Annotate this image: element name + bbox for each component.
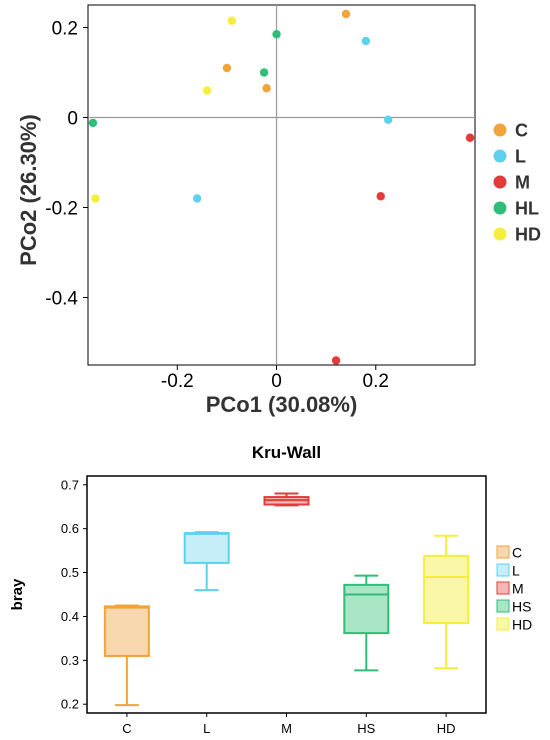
- legend-marker-hd: [493, 227, 507, 241]
- point-hd: [202, 86, 212, 95]
- box-chart-title: Kru-Wall: [252, 443, 321, 462]
- y-tick-label: 0.5: [61, 565, 79, 580]
- legend-label-m: M: [512, 581, 524, 597]
- legend-label-hs: HS: [512, 599, 531, 615]
- legend-marker-m: [493, 175, 507, 189]
- iqr-box: [183, 532, 230, 564]
- y-tick-label: 0.7: [61, 477, 79, 492]
- box-hs: [343, 574, 390, 672]
- point-hl: [88, 118, 98, 128]
- point-c: [262, 84, 271, 93]
- point-m: [331, 356, 341, 365]
- y-tick-label: 0.2: [61, 697, 79, 712]
- legend-label-hl: HL: [515, 199, 539, 219]
- box-hd: [423, 534, 470, 670]
- y-tick-label: -0.4: [45, 289, 78, 310]
- y-tick-label: 0.2: [52, 19, 78, 40]
- legend-marker-c: [493, 123, 507, 137]
- legend-swatch-c: [496, 545, 510, 559]
- legend-label-c: C: [512, 545, 522, 561]
- point-m: [376, 192, 385, 201]
- point-l: [361, 36, 371, 46]
- plot-frame: [87, 4, 476, 366]
- point-m: [465, 133, 475, 142]
- point-c: [341, 9, 351, 19]
- x-tick-label: L: [203, 721, 210, 736]
- legend-label-c: C: [515, 121, 528, 141]
- legend-swatch-hs: [496, 599, 510, 613]
- point-hd: [91, 194, 100, 203]
- legend-label-l: L: [512, 563, 520, 579]
- iqr-box: [103, 605, 150, 657]
- legend-swatch-l: [496, 563, 510, 577]
- y-axis-title: PCo2 (26.30%): [16, 114, 41, 266]
- legend-label-m: M: [515, 173, 530, 193]
- legend-label-l: L: [515, 147, 526, 167]
- iqr-box: [343, 583, 390, 635]
- y-tick-label: 0.6: [61, 521, 79, 536]
- x-axis-title: PCo1 (30.08%): [206, 392, 358, 417]
- legend-swatch-hd: [496, 617, 510, 631]
- y-tick-label: 0: [67, 109, 78, 130]
- pcoa-chart: -0.2 0 0.2 0.2 0 -0.2 -0.4 PCo1 (30.08%) PCo2 (2…: [16, 4, 541, 417]
- box-m: [263, 492, 310, 507]
- y-axis-title: bray: [9, 578, 26, 610]
- x-tick-label: C: [122, 721, 131, 736]
- x-tick-label: HS: [357, 721, 375, 736]
- legend-marker-hl: [493, 201, 507, 215]
- box-c: [103, 604, 150, 707]
- legend-marker-l: [493, 149, 507, 163]
- y-tick-label: -0.2: [45, 199, 78, 220]
- point-hl: [259, 68, 269, 77]
- x-tick-label: M: [281, 721, 292, 736]
- legend-label-hd: HD: [515, 225, 541, 245]
- y-tick-label: 0.3: [61, 653, 79, 668]
- iqr-box: [423, 554, 470, 625]
- box-l: [183, 531, 230, 592]
- point-hl: [272, 30, 281, 39]
- point-c: [222, 63, 232, 73]
- x-tick-label: -0.2: [161, 371, 194, 392]
- point-hd: [227, 16, 237, 25]
- x-tick-label: HD: [437, 721, 456, 736]
- x-tick-label: 0: [271, 371, 282, 392]
- point-l: [192, 194, 202, 203]
- x-tick-label: 0.2: [363, 371, 389, 392]
- point-l: [383, 115, 393, 124]
- legend-swatch-m: [496, 581, 510, 595]
- legend-label-hd: HD: [512, 617, 532, 633]
- y-tick-label: 0.4: [61, 609, 79, 624]
